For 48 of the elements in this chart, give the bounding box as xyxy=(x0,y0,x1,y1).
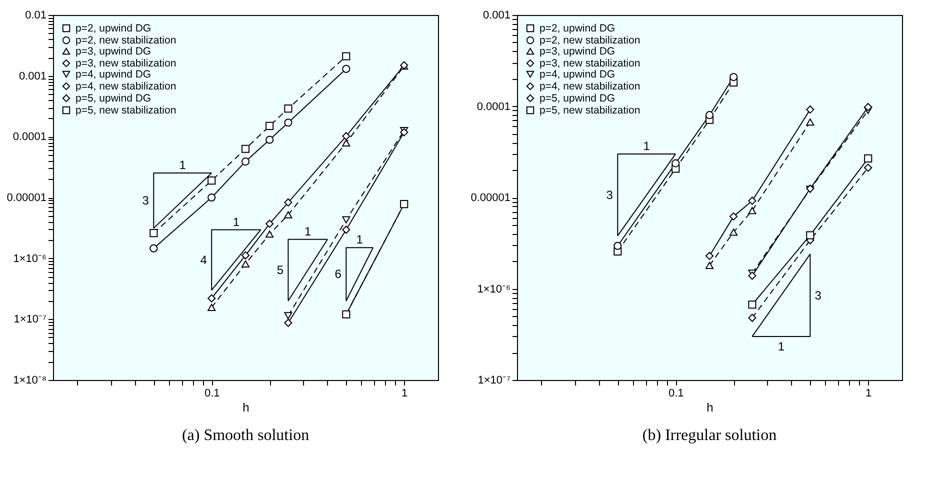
y-tick-label: 0.01 xyxy=(25,10,46,22)
annotation: 5 xyxy=(276,263,284,278)
text: (a) Smooth solution xyxy=(182,427,310,444)
annotation: 1 xyxy=(643,138,650,153)
x-tick-label: 0.1 xyxy=(204,388,220,400)
annotation: 3 xyxy=(142,194,150,208)
annotation: 3 xyxy=(814,288,822,302)
x-tick-label: 1 xyxy=(402,388,408,400)
legend-label: p=5, new stabilization xyxy=(76,104,176,116)
y-tick-label: 1×10⁻⁶ xyxy=(13,252,46,265)
legend-label: p=4, new stabilization xyxy=(540,80,640,92)
y-tick-label: 1×10⁻⁸ xyxy=(13,374,46,386)
x-axis-title: h xyxy=(242,400,250,414)
annotation: 1 xyxy=(304,224,312,238)
legend-label: p=4, new stabilization xyxy=(76,80,176,92)
x-tick-label: 0.1 xyxy=(668,388,684,400)
x-tick-label: 1 xyxy=(866,388,872,400)
y-tick-label: 1×10⁻⁷ xyxy=(478,374,511,386)
legend-label: p=2, upwind DG xyxy=(540,22,616,34)
legend-label: p=4, upwind DG xyxy=(76,68,152,80)
legend-label: p=3, upwind DG xyxy=(76,45,152,58)
legend-label: p=2, new stabilization xyxy=(540,34,640,46)
annotation: 1 xyxy=(232,214,240,229)
annotation: 4 xyxy=(200,252,208,267)
legend-label: p=5, new stabilization xyxy=(540,104,640,116)
y-tick-label: 0.0001 xyxy=(476,100,510,113)
legend-label: p=5, upwind DG xyxy=(76,92,152,104)
legend-label: p=2, new stabilization xyxy=(76,34,176,46)
y-tick-label: 0.00001 xyxy=(6,192,46,204)
y-tick-label: 0.00001 xyxy=(470,192,510,204)
annotation: 3 xyxy=(606,188,614,202)
annotation: 6 xyxy=(334,267,342,282)
y-tick-label: 1×10⁻⁶ xyxy=(477,283,510,296)
annotation: 1 xyxy=(778,339,785,354)
legend-label: p=2, upwind DG xyxy=(76,22,152,34)
legend-label: p=3, upwind DG xyxy=(540,45,616,58)
y-tick-label: 0.001 xyxy=(18,70,46,82)
legend-label: p=3, new stabilization xyxy=(76,57,176,70)
y-tick-label: 1×10⁻⁷ xyxy=(14,314,47,326)
annotation: 1 xyxy=(356,232,364,247)
text: (b) Irregular solution xyxy=(642,427,777,444)
legend-label: p=4, upwind DG xyxy=(540,68,616,80)
legend-label: p=5, upwind DG xyxy=(540,92,616,104)
x-axis-title: h xyxy=(706,400,714,414)
y-tick-label: 0.0001 xyxy=(12,131,46,144)
annotation: 1 xyxy=(179,158,186,172)
y-tick-label: 0.001 xyxy=(482,10,510,22)
legend-label: p=3, new stabilization xyxy=(540,57,640,70)
